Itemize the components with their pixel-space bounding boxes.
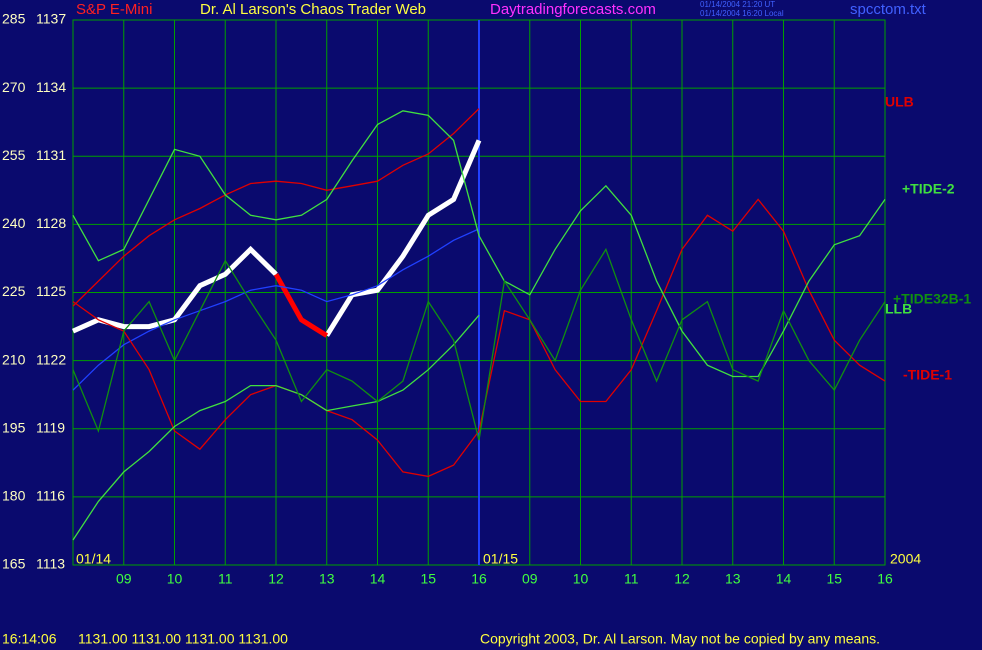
series-line (273, 273, 329, 338)
x-tick-label: 10 (573, 571, 589, 587)
series-label: ULB (885, 94, 914, 110)
x-tick-label: 09 (522, 571, 538, 587)
file-name: spcctom.txt (850, 1, 927, 18)
x-tick-label: 16 (877, 571, 893, 587)
y2-tick-label: 180 (2, 488, 26, 504)
y2-tick-label: 270 (2, 79, 26, 95)
x-tick-label: 16 (471, 571, 487, 587)
y2-tick-label: 210 (2, 351, 26, 367)
date-label: 2004 (890, 551, 921, 567)
series-line (72, 314, 480, 541)
y2-tick-label: 240 (2, 215, 26, 231)
date-label: 01/14 (76, 551, 111, 567)
series-line (72, 247, 886, 441)
x-tick-label: 14 (370, 571, 386, 587)
series-line (72, 110, 886, 378)
x-tick-label: 13 (725, 571, 741, 587)
y-tick-label: 1125 (36, 283, 66, 299)
time-ut: 01/14/2004 21:20 UT (700, 0, 775, 9)
x-tick-label: 09 (116, 571, 132, 587)
x-tick-label: 12 (268, 571, 284, 587)
x-tick-label: 10 (167, 571, 183, 587)
series-label: +TIDE-2 (902, 181, 955, 197)
site: Daytradingforecasts.com (490, 1, 656, 18)
y-tick-label: 1119 (36, 419, 65, 435)
series-line (72, 198, 886, 478)
copyright: Copyright 2003, Dr. Al Larson. May not b… (480, 631, 880, 647)
x-tick-label: 13 (319, 571, 335, 587)
series-label: +TIDE32B-1 (893, 291, 971, 307)
series-label: -TIDE-1 (903, 367, 952, 383)
footer-ohlc: 1131.00 1131.00 1131.00 1131.00 (78, 631, 288, 647)
x-tick-label: 11 (624, 571, 639, 587)
series-line (72, 108, 480, 307)
series-line (72, 228, 480, 391)
y-tick-label: 1128 (36, 215, 66, 231)
y-tick-label: 1134 (36, 79, 66, 95)
y-tick-label: 1137 (36, 11, 66, 27)
x-tick-label: 14 (776, 571, 792, 587)
y2-tick-label: 255 (2, 147, 26, 163)
y-tick-label: 1116 (36, 488, 65, 504)
y-tick-label: 1131 (36, 147, 66, 163)
series-label: LLB (885, 301, 912, 317)
y-tick-label: 1113 (36, 556, 65, 572)
y2-tick-label: 225 (2, 283, 26, 299)
y2-tick-label: 195 (2, 419, 26, 435)
footer-time: 16:14:06 (2, 631, 57, 647)
y2-tick-label: 285 (2, 11, 26, 27)
x-tick-label: 15 (420, 571, 436, 587)
title: Dr. Al Larson's Chaos Trader Web (200, 1, 426, 18)
x-tick-label: 11 (218, 571, 233, 587)
y2-tick-label: 165 (2, 556, 26, 572)
symbol: S&P E-Mini (76, 1, 152, 18)
date-label: 01/15 (483, 551, 518, 567)
time-local: 01/14/2004 16:20 Local (700, 9, 784, 18)
y-tick-label: 1122 (36, 351, 66, 367)
x-tick-label: 15 (826, 571, 842, 587)
x-tick-label: 12 (674, 571, 690, 587)
